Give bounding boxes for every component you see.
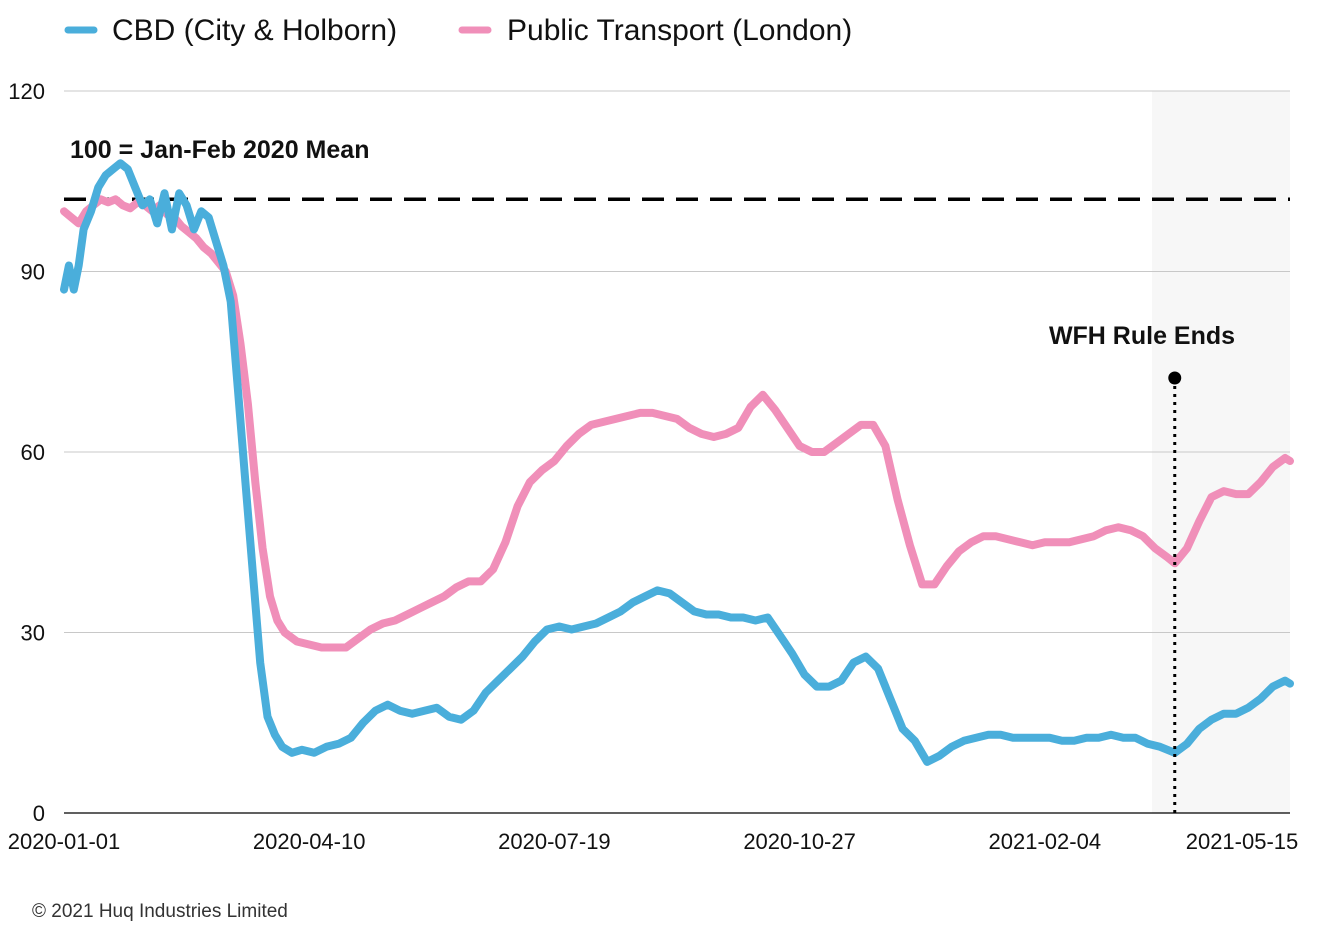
series-line-public-transport — [60, 195, 1294, 652]
y-tick-label: 0 — [33, 801, 45, 826]
y-tick-label: 60 — [21, 440, 45, 465]
event-marker-dot — [1168, 371, 1182, 385]
series-line-cbd — [60, 159, 1294, 766]
axes: 0 30 60 90 120 2020-01-01 2020-04-10 2020-07-19… — [8, 79, 1299, 854]
x-tick-label: 2020-07-19 — [498, 829, 611, 854]
x-tick-label: 2021-05-15 — [1186, 829, 1299, 854]
x-tick-label: 2020-01-01 — [8, 829, 121, 854]
y-tick-label: 90 — [21, 260, 45, 285]
y-tick-label: 120 — [8, 79, 45, 104]
copyright-footer: © 2021 Huq Industries Limited — [32, 901, 288, 922]
x-tick-label: 2020-10-27 — [743, 829, 856, 854]
series-layer — [60, 159, 1294, 766]
reference-line-label: 100 = Jan-Feb 2020 Mean — [70, 136, 369, 164]
gridlines — [64, 90, 1290, 814]
x-tick-label: 2020-04-10 — [253, 829, 366, 854]
legend-item-public-transport-label: Public Transport (London) — [507, 14, 852, 47]
reference-line-group: 100 = Jan-Feb 2020 Mean — [64, 136, 1290, 202]
legend: CBD (City & Holborn) Public Transport (Lo… — [64, 14, 852, 47]
legend-item-cbd-label: CBD (City & Holborn) — [112, 14, 397, 47]
event-label: WFH Rule Ends — [1049, 322, 1235, 350]
event-marker-group: WFH Rule Ends — [1049, 322, 1235, 813]
y-tick-label: 30 — [21, 621, 45, 646]
chart: 100 = Jan-Feb 2020 Mean 0 30 60 90 120 2020-0… — [8, 14, 1299, 854]
x-tick-label: 2021-02-04 — [989, 829, 1102, 854]
